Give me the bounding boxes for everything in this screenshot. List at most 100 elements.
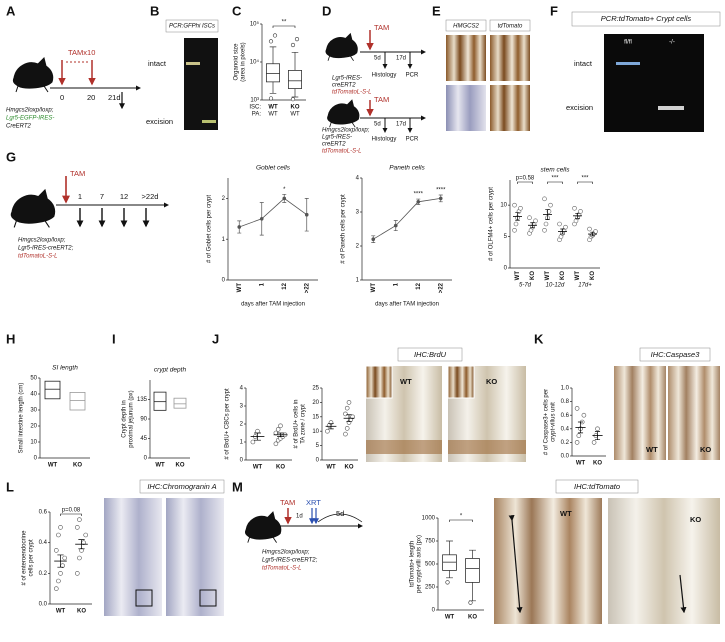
outlier	[268, 96, 274, 101]
point	[416, 200, 421, 204]
y-tick-label: 0.6	[561, 413, 570, 419]
y-axis-label: # of BrdU+ CBCs per crypt	[225, 388, 231, 460]
panel-e-images: HMGCS2 tdTomato	[445, 19, 531, 131]
point	[576, 433, 582, 438]
treatment: TAMx10	[68, 48, 95, 57]
point	[513, 221, 519, 227]
y-tick-label: 10	[500, 203, 507, 209]
significance: ****	[414, 192, 424, 198]
y-tick-label: 250	[425, 585, 436, 591]
x-tick-label: WT	[576, 461, 586, 467]
bracket	[577, 181, 593, 184]
genotype: Lgr5-EGFP-IRES-	[6, 116, 54, 122]
treatment: TAM	[374, 95, 389, 104]
bracket	[449, 519, 473, 522]
mouse-icon	[327, 99, 360, 128]
point	[542, 227, 547, 233]
panel-l-images: IHC:Chromogranin A	[104, 479, 225, 616]
band-label: intact	[574, 59, 593, 68]
error-bar	[254, 432, 261, 441]
timepoint: 0	[60, 93, 64, 102]
timepoint: 12	[120, 192, 128, 201]
x-tick-label: WT	[515, 271, 521, 281]
x-tick-label: WT	[48, 463, 58, 469]
stain-label: IHC:Caspase3	[651, 350, 701, 359]
bracket	[272, 25, 296, 28]
y-tick-label: 135	[137, 397, 148, 403]
point	[557, 221, 562, 227]
y-axis-label: tdTomato+ length	[410, 541, 416, 587]
panel-g-scheme: TAM 1 7 12 >22d Hmgcs2loxp/loxp; Lgr5-IR…	[10, 169, 169, 260]
outlier	[294, 37, 300, 42]
row-label: ISC:	[249, 105, 261, 111]
genotype: CreERT2	[6, 124, 32, 130]
y-axis-label: Small intestine length (cm)	[19, 383, 25, 454]
stain-label: IHC:tdTomato	[574, 482, 620, 491]
micrograph	[490, 85, 530, 131]
x-tick-label: WT	[268, 105, 278, 111]
inset	[447, 365, 475, 399]
panel-letter: L	[6, 479, 14, 494]
x-axis-label: days after TAM injection	[241, 302, 305, 308]
y-tick-label: 0	[34, 456, 38, 462]
x-tick-label: WT	[326, 465, 336, 471]
length-arrow	[508, 514, 523, 614]
box	[465, 558, 480, 583]
error-bar	[346, 414, 352, 423]
label-box	[139, 479, 225, 494]
y-tick-label: 0.2	[561, 440, 570, 446]
panel-letter: I	[112, 331, 116, 346]
y-tick-label: 10⁵	[250, 21, 260, 28]
point	[259, 217, 264, 221]
significance: p=0.58	[516, 176, 535, 182]
band-label: excision	[566, 103, 593, 112]
chart-title: stem cells	[541, 167, 571, 174]
whisker	[291, 51, 299, 71]
significance: **	[282, 20, 287, 26]
x-tick-label: 12	[282, 282, 288, 289]
timepoint: 17d	[396, 122, 406, 128]
point	[255, 428, 260, 434]
point	[325, 428, 330, 434]
x-tick-label: >22	[304, 282, 310, 293]
whisker	[469, 582, 476, 602]
mouse-icon	[325, 33, 358, 62]
x-tick-label: WT	[268, 112, 278, 118]
point	[56, 532, 61, 538]
mouse-icon	[12, 57, 54, 93]
y-tick-label: 1	[356, 278, 360, 284]
y-tick-label: 20	[30, 424, 37, 430]
point	[344, 405, 350, 411]
mouse-icon	[10, 189, 56, 228]
y-tick-label: 0	[144, 456, 148, 462]
y-tick-label: 3	[240, 404, 244, 410]
x-tick-label: KO	[73, 463, 82, 469]
y-tick-label: 10	[312, 429, 319, 435]
point	[304, 212, 309, 217]
micrograph	[446, 85, 486, 131]
y-tick-label: 0.4	[39, 540, 48, 546]
treatment: TAM	[70, 169, 85, 178]
point	[512, 227, 517, 233]
y-tick-label: 10³	[250, 98, 259, 104]
x-tick-label: KO	[176, 463, 185, 469]
band	[616, 62, 640, 65]
y-axis-label: # of OLFM4+ cells per crypt	[489, 187, 495, 261]
point	[275, 427, 281, 432]
y-tick-label: 50	[30, 376, 37, 382]
y-tick-label: 0	[316, 458, 320, 464]
timepoint: 20	[87, 93, 95, 102]
y-tick-label: 2	[222, 196, 226, 202]
panel-m-images: IHC:tdTomato WT KO	[494, 479, 720, 624]
x-tick-label: WT	[545, 271, 551, 281]
x-tick-label: KO	[593, 461, 602, 467]
genotype: Hmgcs2loxp/loxp;	[262, 550, 310, 556]
x-tick-label: 1	[393, 282, 399, 286]
point	[593, 229, 598, 234]
point	[77, 517, 82, 522]
panel-letter: H	[6, 331, 15, 346]
y-axis-label: TA zone / crypt	[301, 404, 307, 444]
title-box	[571, 11, 721, 27]
significance: ****	[436, 188, 446, 194]
treatment: TAM	[280, 498, 295, 507]
